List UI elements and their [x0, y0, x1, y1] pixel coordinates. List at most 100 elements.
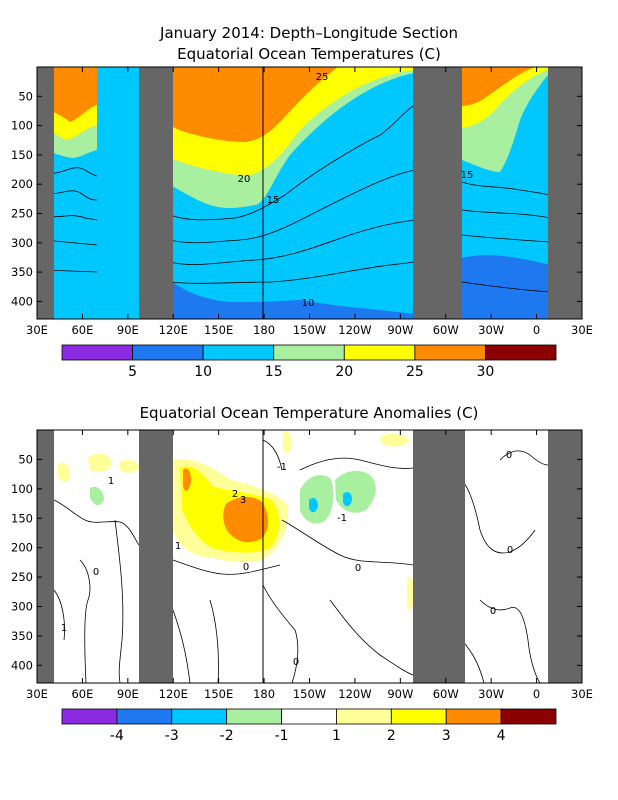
- colorbar-swatch: [281, 708, 337, 725]
- panel-b-plot: [37, 430, 582, 683]
- anomaly-band-3-central: [223, 496, 268, 543]
- x-tick-label: 120W: [338, 323, 371, 337]
- contour-label: 10: [302, 298, 315, 309]
- x-tick-label: 120W: [338, 687, 371, 701]
- anomaly-band-1-eastpac-deep: [407, 576, 414, 610]
- colorbar-label: 30: [477, 364, 495, 380]
- colorbar-label: -2: [220, 728, 234, 744]
- x-tick-label: 180: [253, 323, 275, 337]
- colorbar-label: -3: [165, 728, 179, 744]
- x-tick-label: 0: [533, 323, 540, 337]
- x-tick-label: 180: [253, 687, 275, 701]
- temperature-band-10-east: [462, 255, 550, 319]
- panel-b-title: Equatorial Ocean Temperature Anomalies (…: [140, 404, 479, 422]
- colorbar-label: 4: [497, 728, 506, 744]
- y-tick-label: 250: [11, 570, 33, 584]
- x-tick-label: 120E: [159, 323, 188, 337]
- colorbar-swatch: [171, 708, 228, 725]
- anomaly-band-1-west-c: [58, 462, 70, 482]
- x-tick-label: 120E: [159, 687, 188, 701]
- contour-label: 0: [490, 606, 496, 617]
- panel-a-land-mask-east-africa: [548, 67, 582, 319]
- x-tick-label: 30E: [26, 323, 48, 337]
- panel-b-land-mask-africa: [37, 430, 54, 683]
- contour-label: 0: [507, 545, 513, 556]
- colorbar-label: 5: [128, 364, 137, 380]
- colorbar-swatch: [61, 344, 133, 361]
- contour-label: 20: [238, 174, 251, 185]
- colorbar-label: -1: [275, 728, 289, 744]
- y-tick-label: 150: [11, 148, 33, 162]
- colorbar-label: 1: [332, 728, 341, 744]
- panel-a-title-line1: January 2014: Depth–Longitude Section: [159, 24, 458, 42]
- panel-a-plot: [37, 67, 582, 319]
- contour-label: 25: [316, 72, 329, 83]
- contour-label: 2: [232, 489, 238, 500]
- contour-label: 3: [240, 495, 246, 506]
- temperature-band-30-central: [170, 67, 338, 142]
- colorbar-swatch: [414, 344, 486, 361]
- x-tick-label: 90W: [387, 323, 413, 337]
- colorbar-label: -4: [110, 728, 124, 744]
- x-tick-label: 60E: [71, 323, 93, 337]
- contour-label: 0: [506, 450, 512, 461]
- panel-a-land-mask-indonesia: [139, 67, 173, 319]
- x-tick-label: 150W: [293, 687, 326, 701]
- colorbar-label: 3: [442, 728, 451, 744]
- x-tick-label: 30E: [26, 687, 48, 701]
- x-tick-label: 60W: [433, 687, 459, 701]
- colorbar-swatch: [390, 708, 447, 725]
- y-tick-label: 350: [11, 265, 33, 279]
- colorbar-swatch: [273, 344, 345, 361]
- x-tick-label: 150E: [204, 687, 233, 701]
- contour-label: 0: [355, 563, 361, 574]
- temperature-band-30-west: [44, 67, 97, 122]
- colorbar-swatch: [132, 344, 204, 361]
- contour-label: 0: [93, 567, 99, 578]
- colorbar-label: 20: [335, 364, 353, 380]
- colorbar-swatch: [343, 344, 416, 361]
- y-tick-label: 400: [11, 294, 33, 308]
- contour-label: 1: [175, 541, 181, 552]
- panel-b-contours: [53, 439, 549, 683]
- y-tick-label: 400: [11, 658, 33, 672]
- panel-b-contour-labels: 2 3 1 0 0 0 -1 -1 1 0 0 0 1 0: [61, 450, 513, 668]
- anomaly-band-3-central-small: [183, 468, 191, 491]
- anomaly-background: [37, 430, 582, 683]
- anomaly-band-1-west-b: [120, 460, 140, 473]
- x-tick-label: 90W: [387, 687, 413, 701]
- temperature-band-30-east: [462, 67, 535, 106]
- panel-a-land-mask-africa: [37, 67, 54, 319]
- y-tick-label: 350: [11, 629, 33, 643]
- anomaly-band-neg2-east-b: [343, 492, 352, 507]
- colorbar-label: 10: [194, 364, 212, 380]
- x-tick-label: 150E: [204, 323, 233, 337]
- x-tick-label: 150W: [293, 323, 326, 337]
- x-tick-label: 90E: [117, 687, 139, 701]
- anomaly-band-1-eastpac-top: [380, 433, 410, 447]
- panel-a-land-mask-americas: [413, 67, 462, 319]
- y-tick-label: 250: [11, 207, 33, 221]
- colorbar-swatch: [485, 344, 557, 361]
- y-tick-label: 200: [11, 541, 33, 555]
- y-tick-label: 300: [11, 236, 33, 250]
- colorbar-swatch: [500, 708, 557, 725]
- colorbar-label: 25: [406, 364, 424, 380]
- y-tick-label: 100: [11, 482, 33, 496]
- colorbar-swatch: [445, 708, 502, 725]
- panel-a-contour-labels: 25 20 15 15 10: [238, 72, 474, 309]
- anomaly-band-neg1-east-a: [300, 475, 334, 524]
- contour-label: 0: [243, 562, 249, 573]
- anomaly-band-neg1-west: [90, 486, 104, 506]
- temperature-band-10-deep: [170, 280, 415, 319]
- y-tick-label: 50: [18, 452, 33, 466]
- y-tick-label: 50: [18, 89, 33, 103]
- colorbar-swatch: [226, 708, 282, 725]
- contour-label: 15: [461, 170, 474, 181]
- colorbar-swatch: [202, 344, 275, 361]
- panel-a-axes: 30E 60E 90E 120E 150E 180 150W 120W 90W 60W 30W 0 30…: [11, 67, 593, 337]
- y-tick-label: 100: [11, 119, 33, 133]
- contour-label: 0: [293, 657, 299, 668]
- panel-a-colorbar: 5 10 15 20 25 30: [61, 344, 557, 380]
